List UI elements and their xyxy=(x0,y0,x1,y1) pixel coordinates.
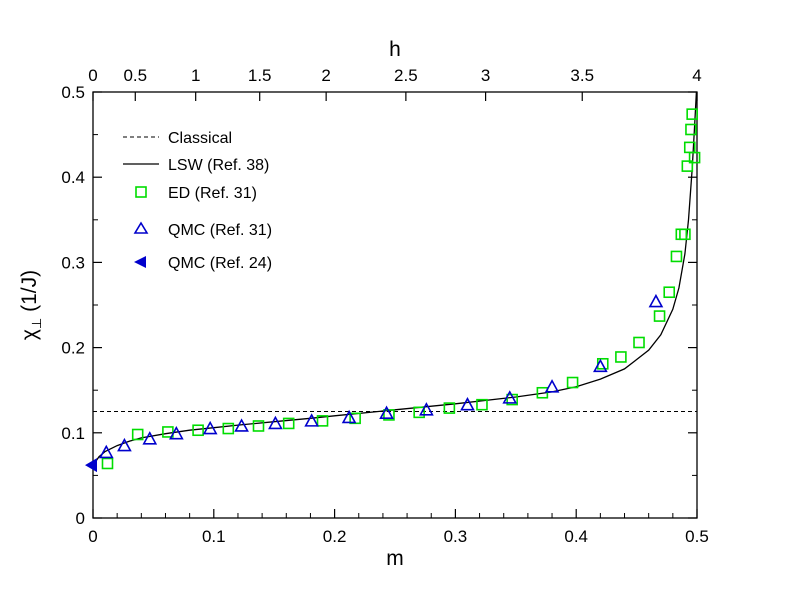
top-tick-label: 1.5 xyxy=(248,66,272,85)
ed-point xyxy=(633,336,645,349)
x-tick-label: 0.4 xyxy=(564,527,588,546)
ed-point xyxy=(670,250,683,263)
ed-point xyxy=(506,393,518,406)
legend-ed-label: ED (Ref. 31) xyxy=(168,185,257,202)
ed-point xyxy=(663,286,676,299)
qmc31-point xyxy=(142,431,158,445)
top-tick-label: 2.5 xyxy=(394,66,418,85)
y-tick-label: 0.3 xyxy=(61,253,85,272)
qmc31-point xyxy=(117,437,132,452)
ed-point xyxy=(316,415,329,427)
y-tick-label: 0.5 xyxy=(61,83,85,102)
qmc31-point xyxy=(202,420,218,435)
ed-point xyxy=(252,420,265,432)
top-tick-label: 1 xyxy=(191,66,200,85)
x-axis-label: m xyxy=(386,547,404,570)
legend-qmc24-label: QMC (Ref. 24) xyxy=(168,255,272,272)
ed-point xyxy=(681,160,694,172)
ed-point xyxy=(443,402,456,414)
legend-qmc31-label: QMC (Ref. 31) xyxy=(168,222,272,239)
qmc31-point xyxy=(304,413,319,427)
ed-point xyxy=(686,108,698,120)
top-tick-label: 0.5 xyxy=(123,66,147,85)
y-tick-label: 0.2 xyxy=(61,339,85,358)
qmc31-point xyxy=(544,379,560,393)
x-tick-label: 0.3 xyxy=(444,527,468,546)
ed-point xyxy=(349,412,361,425)
qmc31-point xyxy=(460,397,475,411)
qmc31-point xyxy=(268,415,283,430)
ed-point xyxy=(413,406,425,419)
ed-point xyxy=(679,228,691,241)
qmc31-point xyxy=(593,358,608,373)
qmc31-point xyxy=(379,405,394,420)
legend-ed-swatch xyxy=(135,186,147,198)
qmc31-point xyxy=(234,418,249,432)
top-tick-label: 4 xyxy=(692,66,701,85)
y-axis-label: χ⊥ (1/J) xyxy=(18,270,44,340)
y-axis-label-sub: ⊥ xyxy=(29,318,44,329)
ed-point xyxy=(282,417,295,430)
top-tick-label: 3 xyxy=(481,66,490,85)
y-axis-label-unit: (1/J) xyxy=(18,270,41,312)
axis-ticks xyxy=(92,91,698,519)
ed-point xyxy=(162,426,174,438)
top-tick-label: 2 xyxy=(321,66,330,85)
qmc31-point xyxy=(419,402,434,416)
y-tick-label: 0.1 xyxy=(61,424,85,443)
top-tick-label: 3.5 xyxy=(570,66,594,85)
y-axis-label-main: χ xyxy=(18,329,41,340)
top-tick-label: 0 xyxy=(88,66,97,85)
svg-text:χ⊥ (1/J): χ⊥ (1/J) xyxy=(18,270,44,340)
ed-point xyxy=(192,424,204,437)
legend: Classical LSW (Ref. 38) ED (Ref. 31) QMC… xyxy=(123,130,272,272)
ed-point xyxy=(131,428,144,441)
x-tick-label: 0.5 xyxy=(685,527,709,546)
legend-qmc24-swatch xyxy=(134,256,146,268)
legend-qmc31-swatch xyxy=(133,221,149,234)
series-layer xyxy=(85,91,701,473)
ed-point xyxy=(688,151,701,164)
y-tick-label: 0 xyxy=(76,509,85,528)
ed-point xyxy=(536,386,549,399)
ed-point xyxy=(566,376,579,389)
ed-point xyxy=(476,398,488,411)
x-tick-label: 0.1 xyxy=(202,527,226,546)
qmc24-point xyxy=(85,458,97,473)
ed-point xyxy=(675,228,688,241)
qmc31-point xyxy=(341,409,357,424)
x-tick-label: 0 xyxy=(88,527,97,546)
legend-lsw-label: LSW (Ref. 38) xyxy=(168,157,269,174)
top-axis-label: h xyxy=(389,38,401,61)
tick-labels: 0 0.1 0.2 0.3 0.4 0.500.10.20.30.40.50 0.5 1 1.5… xyxy=(61,66,708,546)
legend-classical-label: Classical xyxy=(168,130,232,147)
ed-point xyxy=(615,351,627,363)
qmc31-point xyxy=(169,425,184,440)
plot-frame xyxy=(92,91,698,519)
ed-point xyxy=(653,310,666,322)
x-tick-label: 0.2 xyxy=(323,527,347,546)
qmc31-point xyxy=(502,390,518,404)
y-tick-label: 0.4 xyxy=(61,168,85,187)
ed-point xyxy=(222,422,235,435)
ed-point xyxy=(383,409,395,421)
qmc31-point xyxy=(98,444,114,459)
ed-point xyxy=(101,457,114,470)
qmc31-point xyxy=(648,293,664,308)
ed-point xyxy=(685,123,697,136)
